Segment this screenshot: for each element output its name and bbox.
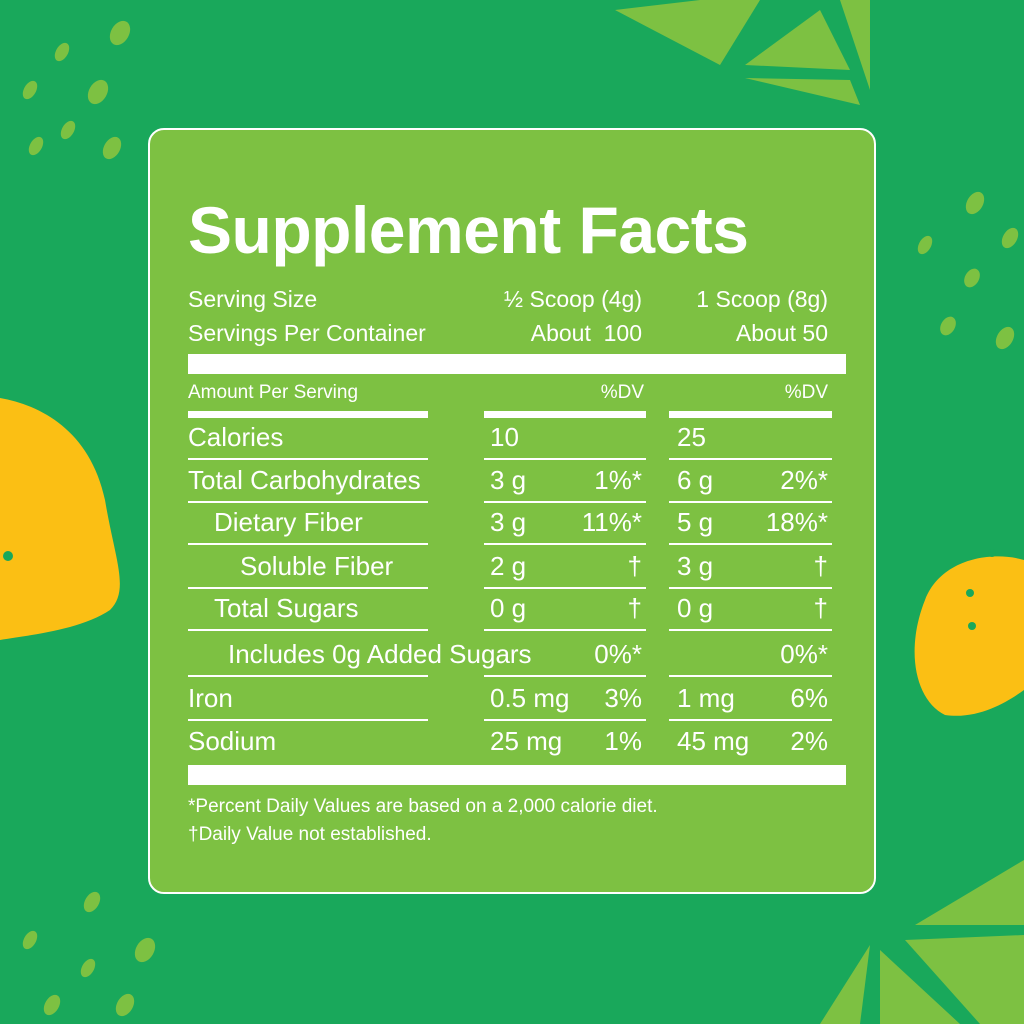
dv-half: 3%: [604, 683, 642, 713]
nutrient-label: Calories: [188, 422, 284, 452]
dv-full: 6%: [790, 683, 828, 713]
amount-full: 45 mg: [677, 726, 750, 756]
divider: [484, 411, 646, 418]
row-divider: [188, 458, 428, 460]
supplement-facts-panel: Supplement Facts Serving Size ½ Scoop (4…: [148, 128, 876, 894]
amount-full: 0 g: [677, 593, 714, 623]
row-divider: [188, 675, 428, 677]
nutrient-label: Sodium: [188, 726, 277, 756]
amount-full: 3 g: [677, 551, 714, 581]
row-divider: [669, 543, 832, 545]
dv-full: †: [813, 551, 828, 581]
row-divider: [188, 719, 428, 721]
dv-full: 18%*: [765, 507, 828, 537]
amount-full: 1 mg: [677, 683, 735, 713]
row-divider: [669, 458, 832, 460]
dv-half: †: [627, 593, 642, 623]
footnote-dv: *Percent Daily Values are based on a 2,0…: [188, 796, 658, 817]
page-title: Supplement Facts: [188, 193, 749, 267]
footnote-dagger: †Daily Value not established.: [188, 824, 432, 845]
amount-half: 3 g: [490, 507, 527, 537]
dv-half: 0%*: [594, 639, 642, 669]
dv-full: †: [813, 593, 828, 623]
amount-full: 5 g: [677, 507, 714, 537]
row-divider: [188, 543, 428, 545]
dv-header-full: %DV: [784, 382, 828, 403]
servings-per-container-full: About 50: [735, 320, 828, 346]
amount-half: 0 g: [490, 593, 527, 623]
dv-half: 1%: [604, 726, 642, 756]
servings-per-container-half: About 100: [530, 320, 642, 346]
thick-divider: [188, 765, 846, 785]
dv-header-half: %DV: [600, 382, 644, 403]
nutrient-label: Includes 0g Added Sugars: [228, 639, 532, 669]
row-divider: [669, 587, 832, 589]
serving-size-label: Serving Size: [188, 286, 318, 312]
serving-size-full: 1 Scoop (8g): [696, 286, 828, 312]
amount-half: 0.5 mg: [490, 683, 570, 713]
row-divider: [669, 675, 832, 677]
amount-half: 3 g: [490, 465, 527, 495]
nutrient-label: Iron: [188, 683, 233, 713]
row-divider: [484, 629, 646, 631]
row-divider: [188, 587, 428, 589]
row-divider: [669, 629, 832, 631]
dv-half: †: [627, 551, 642, 581]
amount-half: 25 mg: [490, 726, 563, 756]
dv-full: 0%*: [780, 639, 828, 669]
row-divider: [484, 719, 646, 721]
row-divider: [484, 458, 646, 460]
row-divider: [669, 501, 832, 503]
dv-half: 1%*: [594, 465, 642, 495]
lemon-icon: [0, 398, 1024, 716]
row-divider: [669, 719, 832, 721]
divider: [669, 411, 832, 418]
row-divider: [484, 675, 646, 677]
dv-full: 2%: [790, 726, 828, 756]
row-divider: [484, 501, 646, 503]
seed-dots-icon: [22, 20, 1019, 1017]
row-divider: [188, 501, 428, 503]
dv-half: 11%*: [581, 507, 642, 537]
amount-full: 6 g: [677, 465, 714, 495]
row-divider: [188, 629, 428, 631]
nutrient-label: Total Sugars: [214, 593, 359, 623]
lime-slice-icon: [615, 0, 1024, 1024]
thick-divider: [188, 354, 846, 374]
amount-half: 2 g: [490, 551, 527, 581]
nutrient-label: Soluble Fiber: [240, 551, 394, 581]
serving-size-half: ½ Scoop (4g): [503, 286, 642, 312]
servings-per-container-label: Servings Per Container: [188, 320, 426, 346]
row-divider: [484, 587, 646, 589]
dv-full: 2%*: [780, 465, 828, 495]
nutrient-label: Dietary Fiber: [214, 507, 363, 537]
divider: [188, 411, 428, 418]
amount-half: 10: [490, 422, 519, 452]
amount-per-serving-label: Amount Per Serving: [188, 382, 359, 403]
nutrient-label: Total Carbohydrates: [188, 465, 421, 495]
row-divider: [484, 543, 646, 545]
amount-full: 25: [677, 422, 706, 452]
